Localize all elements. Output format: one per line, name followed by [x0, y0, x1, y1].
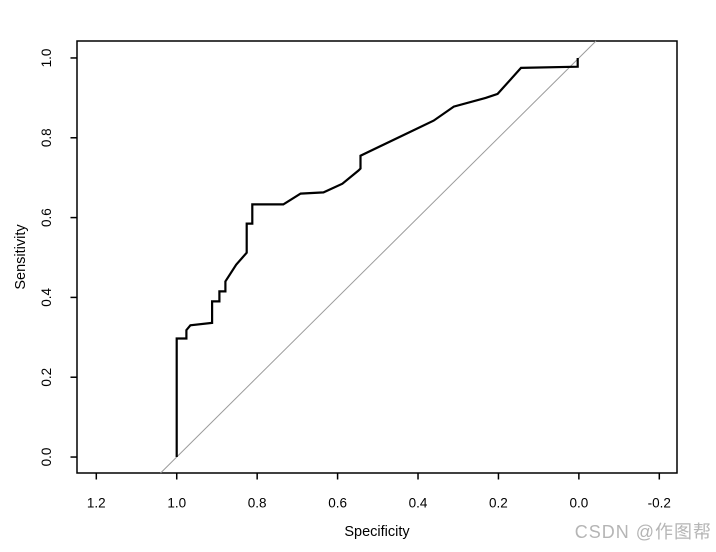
y-tick-label: 0.4 [39, 288, 54, 307]
plot-series [160, 40, 597, 474]
x-tick-label: 0.8 [248, 496, 267, 511]
roc-curve [175, 58, 579, 457]
y-tick-label: 1.0 [39, 49, 54, 68]
x-tick-label: 0.2 [489, 496, 508, 511]
x-tick-label: 1.2 [87, 496, 106, 511]
x-tick-label: 0.0 [569, 496, 588, 511]
x-axis-label: Specificity [344, 524, 410, 540]
axis-ticks: 1.2 1.0 0.8 0.6 0.4 0.2 0.0 -0.2 0.0 0.2 0.4 0.6 0.8… [39, 49, 671, 511]
chance-diagonal [160, 40, 597, 474]
y-tick-label: 0.8 [39, 128, 54, 147]
watermark: CSDN @作图帮 [574, 522, 712, 542]
x-tick-label: 0.4 [409, 496, 428, 511]
x-tick-label: 0.6 [328, 496, 347, 511]
x-tick-label: -0.2 [648, 496, 671, 511]
y-tick-label: 0.0 [39, 448, 54, 467]
plot-border [76, 40, 678, 474]
y-tick-label: 0.6 [39, 208, 54, 227]
y-tick-label: 0.2 [39, 368, 54, 387]
y-axis-label: Sensitivity [13, 224, 29, 290]
x-tick-label: 1.0 [167, 496, 186, 511]
